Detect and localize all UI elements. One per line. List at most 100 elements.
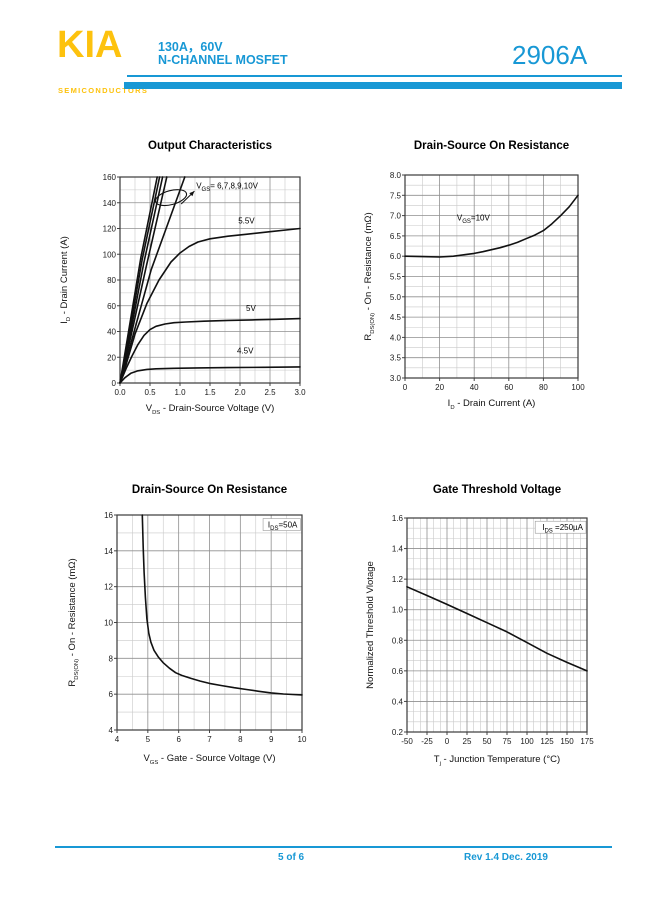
svg-text:5: 5	[146, 735, 151, 744]
svg-text:10: 10	[298, 735, 307, 744]
chart-title: Drain-Source On Resistance	[131, 484, 288, 496]
svg-text:6.5: 6.5	[390, 232, 402, 241]
svg-text:4: 4	[115, 735, 120, 744]
output-characteristics-plot: 0.0 0.5 1.0 1.5 2.0 2.5 3.0 0 20 40 60 80 100 120 140 1…	[103, 173, 306, 397]
rdson-vs-vgs-plot: 4 5 6 7 8 9 10 4 6 8 10 12 14 16 IDS=50A	[104, 511, 307, 744]
svg-text:2.5: 2.5	[264, 388, 276, 397]
x-axis-label: Tj - Junction Temperature (°C)	[433, 754, 561, 767]
svg-text:4.0: 4.0	[390, 333, 402, 342]
svg-text:0.8: 0.8	[392, 636, 404, 645]
y-axis-label: RDS(ON) - On - Resistance (mΩ)	[363, 212, 376, 341]
svg-text:80: 80	[107, 276, 116, 285]
revision-label: Rev 1.4 Dec. 2019	[464, 852, 548, 863]
svg-text:100: 100	[103, 250, 117, 259]
page-indicator: 5 of 6	[278, 852, 305, 863]
chart-title: Drain-Source On Resistance	[413, 140, 570, 152]
svg-text:12: 12	[104, 583, 113, 592]
svg-text:14: 14	[104, 547, 113, 556]
svg-text:6.0: 6.0	[390, 252, 402, 261]
svg-text:60: 60	[504, 383, 513, 392]
svg-text:4.5: 4.5	[390, 313, 402, 322]
chart-rdson-vs-drain-current: 0 20 40 60 80 100 3.0 3.5 4.0 4.5 5.0 5.5 6.0 6.5 7.0 7…	[355, 135, 605, 425]
svg-text:8: 8	[109, 654, 114, 663]
part-number: 2906A	[512, 40, 588, 70]
svg-text:6: 6	[109, 690, 114, 699]
kia-logo: KIA	[57, 24, 123, 66]
svg-text:2.0: 2.0	[234, 388, 246, 397]
svg-text:7.0: 7.0	[390, 212, 402, 221]
svg-text:40: 40	[470, 383, 479, 392]
chart-title: Output Characteristics	[148, 140, 272, 152]
svg-text:1.0: 1.0	[174, 388, 186, 397]
footer-rule	[55, 846, 612, 848]
svg-text:5V: 5V	[246, 304, 256, 313]
svg-text:1.0: 1.0	[392, 606, 404, 615]
svg-text:6: 6	[176, 735, 181, 744]
svg-text:IDS =250µA: IDS =250µA	[542, 523, 583, 534]
svg-text:1.5: 1.5	[204, 388, 216, 397]
svg-text:1.4: 1.4	[392, 545, 404, 554]
svg-text:5.5: 5.5	[390, 273, 402, 282]
x-axis-label: ID - Drain Current (A)	[447, 398, 536, 411]
svg-text:20: 20	[435, 383, 444, 392]
svg-text:0: 0	[445, 737, 450, 746]
svg-text:IDS=50A: IDS=50A	[268, 521, 298, 532]
svg-text:10: 10	[104, 619, 113, 628]
svg-text:0.4: 0.4	[392, 697, 404, 706]
header-rule-thick	[124, 82, 622, 89]
svg-text:1.6: 1.6	[392, 514, 404, 523]
svg-text:3.0: 3.0	[390, 374, 402, 383]
svg-text:5.0: 5.0	[390, 293, 402, 302]
svg-text:0.2: 0.2	[392, 728, 404, 737]
svg-text:8: 8	[238, 735, 243, 744]
svg-text:40: 40	[107, 328, 116, 337]
svg-text:150: 150	[560, 737, 574, 746]
y-axis-label: Normalized Threshold Vlotage	[365, 561, 376, 689]
chart-gate-threshold-voltage: -50 -25 0 25 50 75 100 125 150 175 0.2 0.4 0.6 0.8 1.0…	[355, 477, 605, 772]
svg-text:120: 120	[103, 225, 117, 234]
svg-text:1.2: 1.2	[392, 575, 404, 584]
svg-text:50: 50	[483, 737, 492, 746]
svg-text:75: 75	[503, 737, 512, 746]
svg-text:3.5: 3.5	[390, 354, 402, 363]
svg-text:7.5: 7.5	[390, 191, 402, 200]
svg-text:0.5: 0.5	[144, 388, 156, 397]
svg-text:0: 0	[112, 379, 117, 388]
svg-text:7: 7	[207, 735, 212, 744]
svg-text:100: 100	[571, 383, 585, 392]
svg-text:25: 25	[463, 737, 472, 746]
rdson-vs-id-plot: 0 20 40 60 80 100 3.0 3.5 4.0 4.5 5.0 5.5 6.0 6.5 7.0 7…	[390, 171, 585, 392]
svg-text:0.6: 0.6	[392, 667, 404, 676]
svg-text:0.0: 0.0	[114, 388, 126, 397]
y-axis-label: ID - Drain Current (A)	[59, 236, 72, 324]
svg-text:-50: -50	[401, 737, 413, 746]
svg-text:4.5V: 4.5V	[237, 346, 254, 355]
svg-text:160: 160	[103, 173, 117, 182]
svg-text:175: 175	[580, 737, 594, 746]
device-type: N-CHANNEL MOSFET	[158, 53, 288, 67]
svg-text:3.0: 3.0	[294, 388, 306, 397]
svg-text:0: 0	[403, 383, 408, 392]
x-axis-label: VGS - Gate - Source Voltage (V)	[143, 753, 276, 766]
kia-logo-subtext: SEMICONDUCTORS	[58, 86, 149, 95]
gate-threshold-plot: -50 -25 0 25 50 75 100 125 150 175 0.2 0.4 0.6 0.8 1.0…	[392, 514, 594, 746]
svg-text:140: 140	[103, 199, 117, 208]
svg-text:-25: -25	[421, 737, 433, 746]
svg-text:125: 125	[540, 737, 554, 746]
chart-title: Gate Threshold Voltage	[432, 484, 562, 496]
svg-text:4: 4	[109, 726, 114, 735]
svg-text:80: 80	[539, 383, 548, 392]
svg-text:100: 100	[520, 737, 534, 746]
svg-text:16: 16	[104, 511, 113, 520]
y-axis-label: RDS(ON) - On - Resistance (mΩ)	[67, 558, 80, 687]
svg-text:60: 60	[107, 302, 116, 311]
svg-text:5.5V: 5.5V	[238, 216, 255, 225]
device-rating: 130A，60V	[158, 40, 223, 54]
svg-text:VGS= 6,7,8,9,10V: VGS= 6,7,8,9,10V	[196, 182, 258, 193]
x-axis-label: VDS - Drain-Source Voltage (V)	[145, 403, 275, 416]
header-rule-thin	[127, 75, 622, 77]
svg-text:20: 20	[107, 353, 116, 362]
svg-text:9: 9	[269, 735, 274, 744]
svg-text:8.0: 8.0	[390, 171, 402, 180]
